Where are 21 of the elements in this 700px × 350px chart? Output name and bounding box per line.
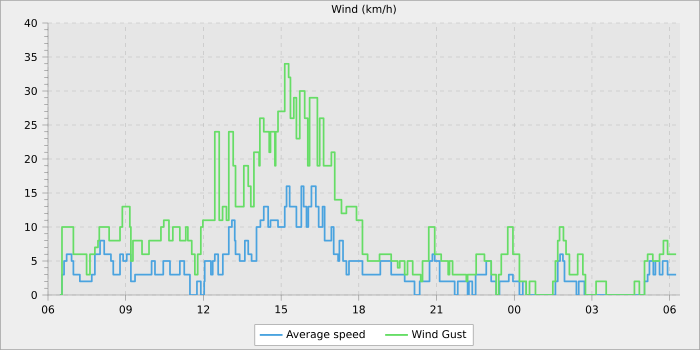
y-tick-label: 5 bbox=[32, 257, 37, 265]
x-tick-label: 18 bbox=[353, 305, 365, 314]
x-tick-label: 06 bbox=[664, 305, 676, 314]
x-tick-label: 00 bbox=[508, 305, 520, 314]
y-tick-label: 10 bbox=[25, 222, 37, 232]
y-tick-label: 0 bbox=[32, 290, 37, 300]
y-tick-label: 35 bbox=[24, 52, 37, 62]
legend-label: Average speed bbox=[286, 330, 365, 340]
legend-label: Wind Gust bbox=[412, 330, 466, 338]
x-tick-label: 03 bbox=[586, 305, 598, 314]
x-tick-label: 12 bbox=[198, 305, 210, 314]
x-tick-label: 15 bbox=[276, 305, 287, 314]
y-tick-label: 30 bbox=[24, 86, 37, 96]
y-tick-label: 25 bbox=[24, 120, 37, 130]
x-tick-label: 21 bbox=[430, 305, 442, 314]
chart-title: Wind (km/h) bbox=[332, 4, 396, 14]
x-tick-label: 06 bbox=[42, 305, 54, 314]
y-tick-label: 20 bbox=[24, 154, 37, 164]
y-tick-label: 40 bbox=[24, 18, 37, 28]
y-tick-label: 15 bbox=[25, 189, 37, 197]
x-tick-label: 09 bbox=[120, 305, 132, 314]
